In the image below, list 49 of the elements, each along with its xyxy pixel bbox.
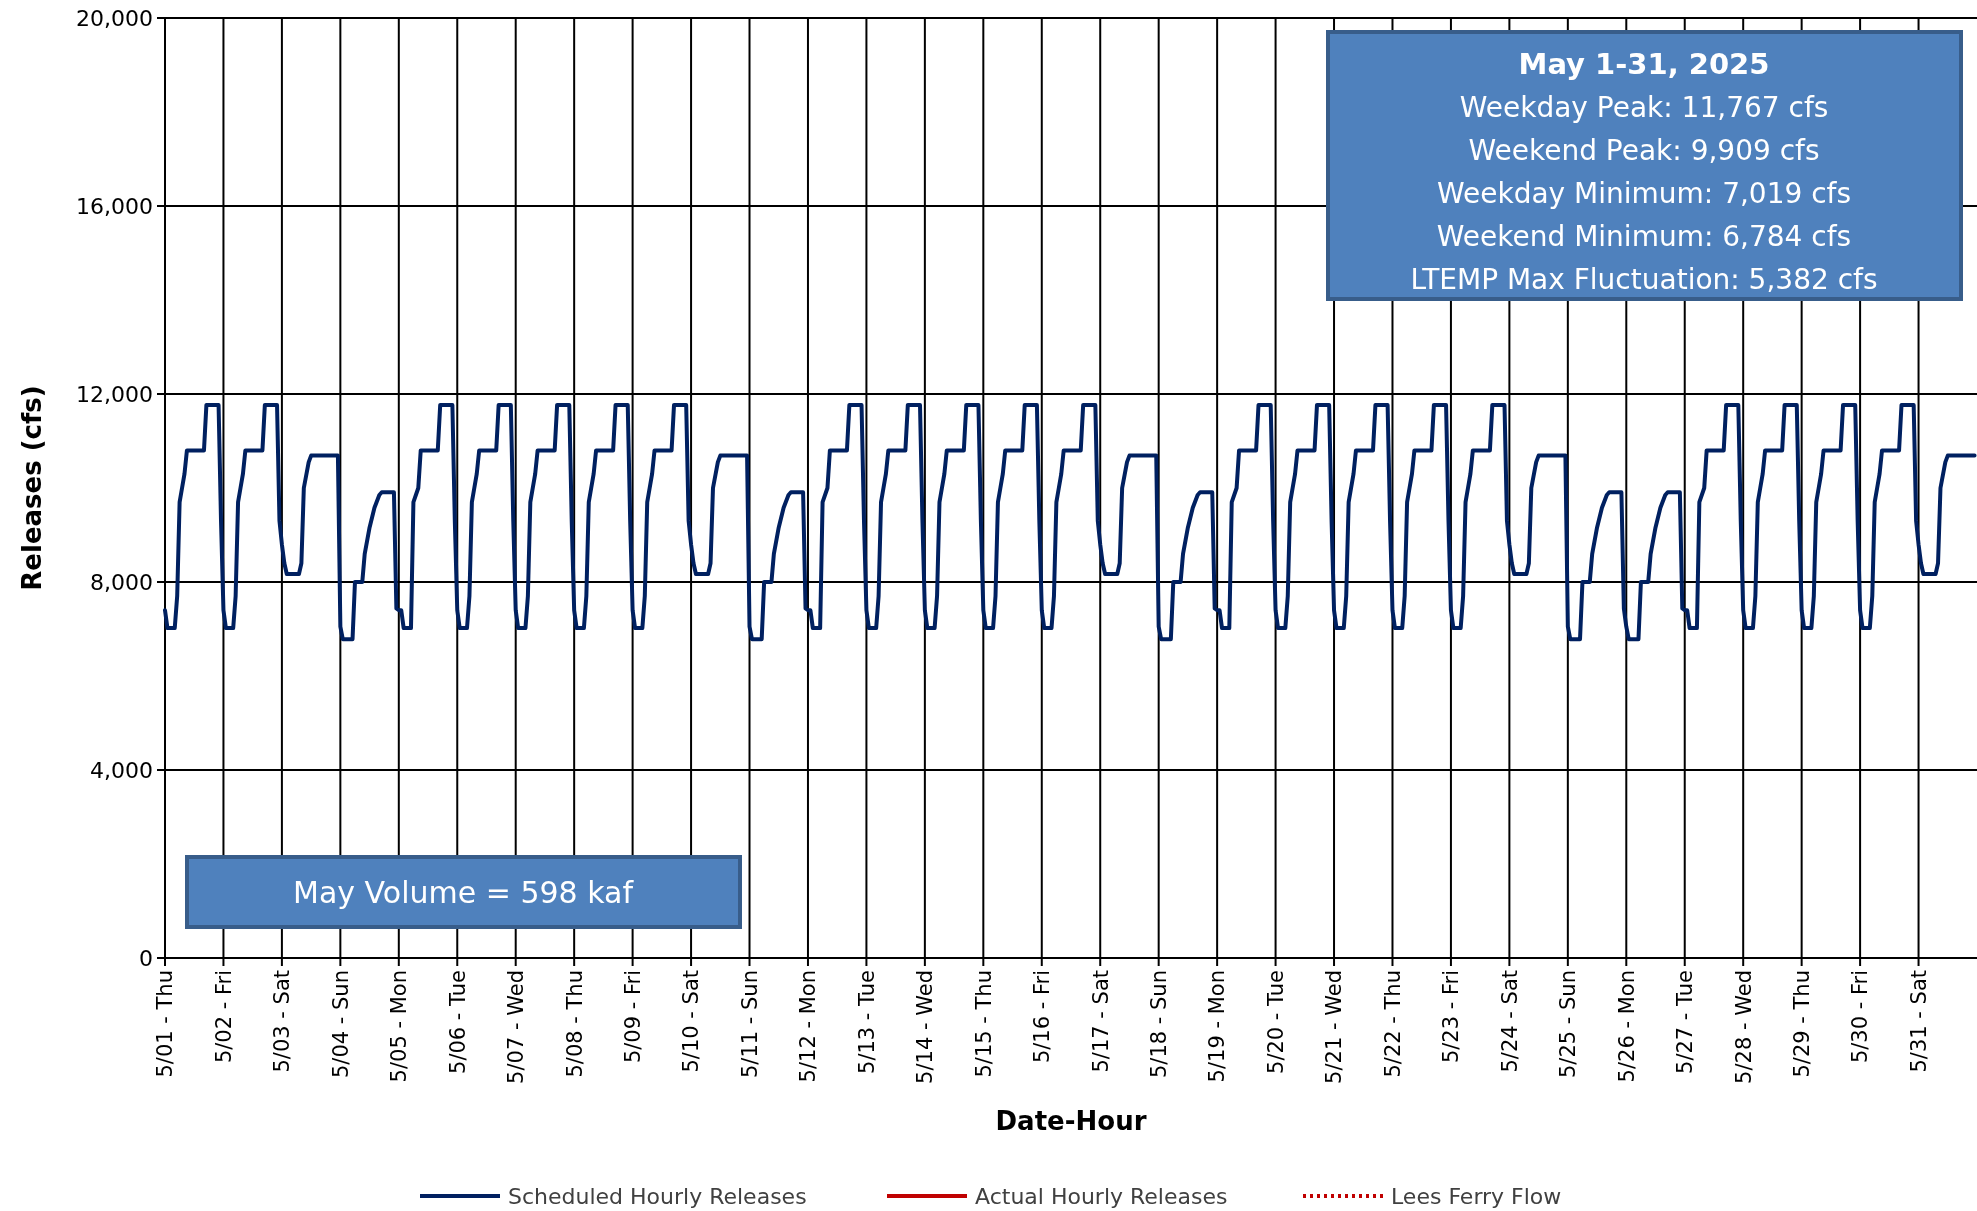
annotation: Weekday Minimum: 7,019 cfs — [1436, 176, 1852, 210]
x-tick-label: 5/02 - Fri — [211, 970, 236, 1064]
y-tick-label: 12,000 — [76, 381, 153, 407]
legend-label: Actual Hourly Releases — [975, 1183, 1228, 1209]
x-tick-label: 5/18 - Sun — [1147, 970, 1172, 1079]
x-tick-label: 5/04 - Sun — [328, 970, 353, 1079]
x-tick-label: 5/09 - Fri — [620, 970, 645, 1064]
x-tick-label: 5/27 - Tue — [1673, 970, 1698, 1074]
x-tick-label: 5/19 - Mon — [1205, 970, 1230, 1083]
x-tick-label: 5/12 - Mon — [796, 970, 821, 1083]
annotation: May Volume = 598 kaf — [293, 874, 635, 910]
x-tick-label: 5/25 - Sun — [1556, 970, 1581, 1079]
x-tick-label: 5/01 - Thu — [153, 970, 178, 1078]
x-tick-label: 5/22 - Thu — [1380, 970, 1405, 1078]
y-tick-label: 0 — [139, 945, 153, 971]
y-tick-label: 20,000 — [76, 5, 153, 31]
x-tick-label: 5/30 - Fri — [1848, 970, 1873, 1064]
x-tick-label: 5/28 - Wed — [1731, 970, 1756, 1084]
x-tick-label: 5/11 - Sun — [737, 970, 762, 1079]
x-tick-label: 5/17 - Sat — [1088, 970, 1113, 1073]
x-tick-label: 5/29 - Thu — [1790, 970, 1814, 1078]
x-tick-label: 5/24 - Sat — [1497, 970, 1522, 1073]
x-axis-title: Date-Hour — [995, 1106, 1147, 1136]
x-tick-label: 5/16 - Fri — [1030, 970, 1055, 1064]
x-tick-label: 5/08 - Thu — [562, 970, 587, 1078]
legend-label: Scheduled Hourly Releases — [508, 1183, 807, 1209]
x-tick-label: 5/06 - Tue — [445, 970, 470, 1074]
x-tick-label: 5/31 - Sat — [1906, 970, 1931, 1073]
legend-label: Lees Ferry Flow — [1391, 1183, 1562, 1209]
x-tick-label: 5/14 - Wed — [913, 970, 938, 1084]
y-tick-label: 4,000 — [90, 757, 153, 783]
x-tick-label: 5/23 - Fri — [1439, 970, 1464, 1064]
annotation: May 1-31, 2025 — [1518, 47, 1770, 82]
annotation: Weekday Peak: 11,767 cfs — [1459, 90, 1829, 124]
annotation: Weekend Peak: 9,909 cfs — [1468, 133, 1820, 167]
x-tick-label: 5/13 - Tue — [854, 970, 879, 1074]
x-tick-label: 5/10 - Sat — [679, 970, 704, 1073]
x-tick-label: 5/15 - Thu — [971, 970, 996, 1078]
x-tick-label: 5/21 - Wed — [1322, 970, 1347, 1084]
y-tick-label: 16,000 — [76, 193, 153, 219]
y-tick-label: 8,000 — [90, 569, 153, 595]
x-tick-label: 5/03 - Sat — [270, 970, 295, 1073]
x-tick-label: 5/20 - Tue — [1263, 970, 1288, 1074]
x-tick-label: 5/26 - Mon — [1614, 970, 1639, 1083]
annotation: LTEMP Max Fluctuation: 5,382 cfs — [1410, 262, 1878, 296]
y-axis-title: Releases (cfs) — [17, 385, 48, 591]
x-tick-label: 5/07 - Wed — [504, 970, 529, 1084]
x-tick-label: 5/05 - Mon — [387, 970, 412, 1083]
annotation: Weekend Minimum: 6,784 cfs — [1436, 219, 1852, 253]
